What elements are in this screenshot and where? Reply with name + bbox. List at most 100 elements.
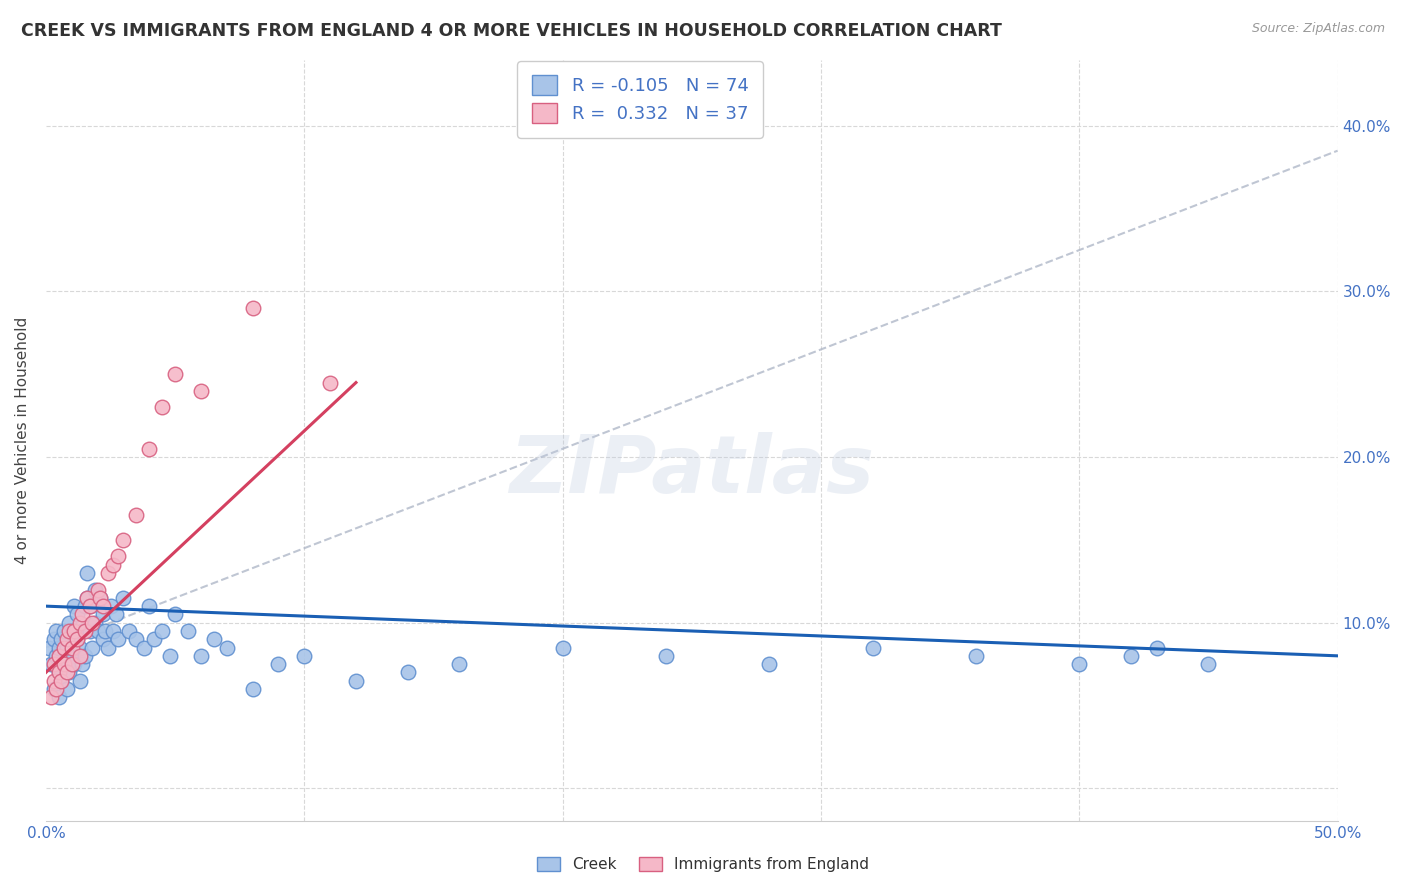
Point bbox=[112, 591, 135, 605]
Point bbox=[48, 648, 70, 663]
Point bbox=[1146, 640, 1168, 655]
Point bbox=[117, 624, 139, 638]
Point bbox=[38, 640, 60, 655]
Point bbox=[60, 624, 83, 638]
Point bbox=[53, 624, 76, 638]
Point bbox=[66, 632, 89, 647]
Point bbox=[51, 632, 73, 647]
Point bbox=[97, 640, 120, 655]
Point bbox=[48, 690, 70, 705]
Point bbox=[319, 376, 342, 390]
Point bbox=[42, 632, 65, 647]
Point bbox=[42, 657, 65, 672]
Point bbox=[215, 640, 238, 655]
Point bbox=[202, 632, 225, 647]
Point bbox=[60, 657, 83, 672]
Point bbox=[150, 401, 173, 415]
Point bbox=[79, 599, 101, 614]
Point bbox=[104, 607, 127, 622]
Point bbox=[655, 648, 678, 663]
Point bbox=[138, 599, 160, 614]
Point bbox=[91, 607, 114, 622]
Point bbox=[143, 632, 166, 647]
Point bbox=[69, 648, 91, 663]
Point bbox=[965, 648, 987, 663]
Point bbox=[100, 599, 122, 614]
Point bbox=[107, 549, 129, 564]
Point bbox=[69, 615, 91, 630]
Point bbox=[86, 582, 108, 597]
Point bbox=[396, 665, 419, 680]
Point bbox=[58, 665, 80, 680]
Point bbox=[60, 640, 83, 655]
Point bbox=[69, 640, 91, 655]
Point bbox=[190, 384, 212, 398]
Point bbox=[97, 566, 120, 580]
Point bbox=[862, 640, 884, 655]
Point bbox=[42, 681, 65, 696]
Legend: Creek, Immigrants from England: Creek, Immigrants from England bbox=[529, 849, 877, 880]
Point bbox=[63, 599, 86, 614]
Point bbox=[551, 640, 574, 655]
Point bbox=[79, 624, 101, 638]
Point bbox=[82, 615, 104, 630]
Point bbox=[73, 624, 96, 638]
Point bbox=[267, 657, 290, 672]
Point bbox=[51, 673, 73, 688]
Point bbox=[1198, 657, 1220, 672]
Point bbox=[53, 657, 76, 672]
Text: Source: ZipAtlas.com: Source: ZipAtlas.com bbox=[1251, 22, 1385, 36]
Text: CREEK VS IMMIGRANTS FROM ENGLAND 4 OR MORE VEHICLES IN HOUSEHOLD CORRELATION CHA: CREEK VS IMMIGRANTS FROM ENGLAND 4 OR MO… bbox=[21, 22, 1002, 40]
Point bbox=[107, 632, 129, 647]
Point bbox=[91, 599, 114, 614]
Point bbox=[242, 681, 264, 696]
Point bbox=[55, 681, 77, 696]
Point bbox=[758, 657, 780, 672]
Point bbox=[292, 648, 315, 663]
Point bbox=[89, 591, 111, 605]
Point bbox=[45, 681, 67, 696]
Point bbox=[48, 665, 70, 680]
Point bbox=[63, 657, 86, 672]
Point bbox=[76, 591, 98, 605]
Point bbox=[84, 582, 107, 597]
Point bbox=[190, 648, 212, 663]
Point bbox=[165, 607, 187, 622]
Point bbox=[42, 673, 65, 688]
Point bbox=[89, 591, 111, 605]
Y-axis label: 4 or more Vehicles in Household: 4 or more Vehicles in Household bbox=[15, 317, 30, 564]
Point bbox=[242, 301, 264, 315]
Point bbox=[55, 632, 77, 647]
Point bbox=[76, 566, 98, 580]
Point bbox=[1119, 648, 1142, 663]
Point bbox=[125, 508, 148, 522]
Point bbox=[82, 640, 104, 655]
Point bbox=[91, 632, 114, 647]
Point bbox=[53, 657, 76, 672]
Point bbox=[86, 624, 108, 638]
Point bbox=[344, 673, 367, 688]
Point bbox=[51, 673, 73, 688]
Point bbox=[449, 657, 471, 672]
Point bbox=[66, 632, 89, 647]
Point bbox=[150, 624, 173, 638]
Point bbox=[94, 624, 117, 638]
Point bbox=[84, 615, 107, 630]
Point bbox=[48, 665, 70, 680]
Point bbox=[55, 665, 77, 680]
Point bbox=[101, 558, 124, 572]
Point bbox=[101, 624, 124, 638]
Point bbox=[177, 624, 200, 638]
Point bbox=[73, 599, 96, 614]
Point bbox=[69, 673, 91, 688]
Legend: R = -0.105   N = 74, R =  0.332   N = 37: R = -0.105 N = 74, R = 0.332 N = 37 bbox=[517, 61, 763, 137]
Point bbox=[73, 648, 96, 663]
Point bbox=[165, 368, 187, 382]
Point bbox=[39, 690, 62, 705]
Point bbox=[60, 648, 83, 663]
Point bbox=[79, 599, 101, 614]
Point bbox=[39, 657, 62, 672]
Point bbox=[76, 591, 98, 605]
Point bbox=[58, 624, 80, 638]
Point bbox=[63, 624, 86, 638]
